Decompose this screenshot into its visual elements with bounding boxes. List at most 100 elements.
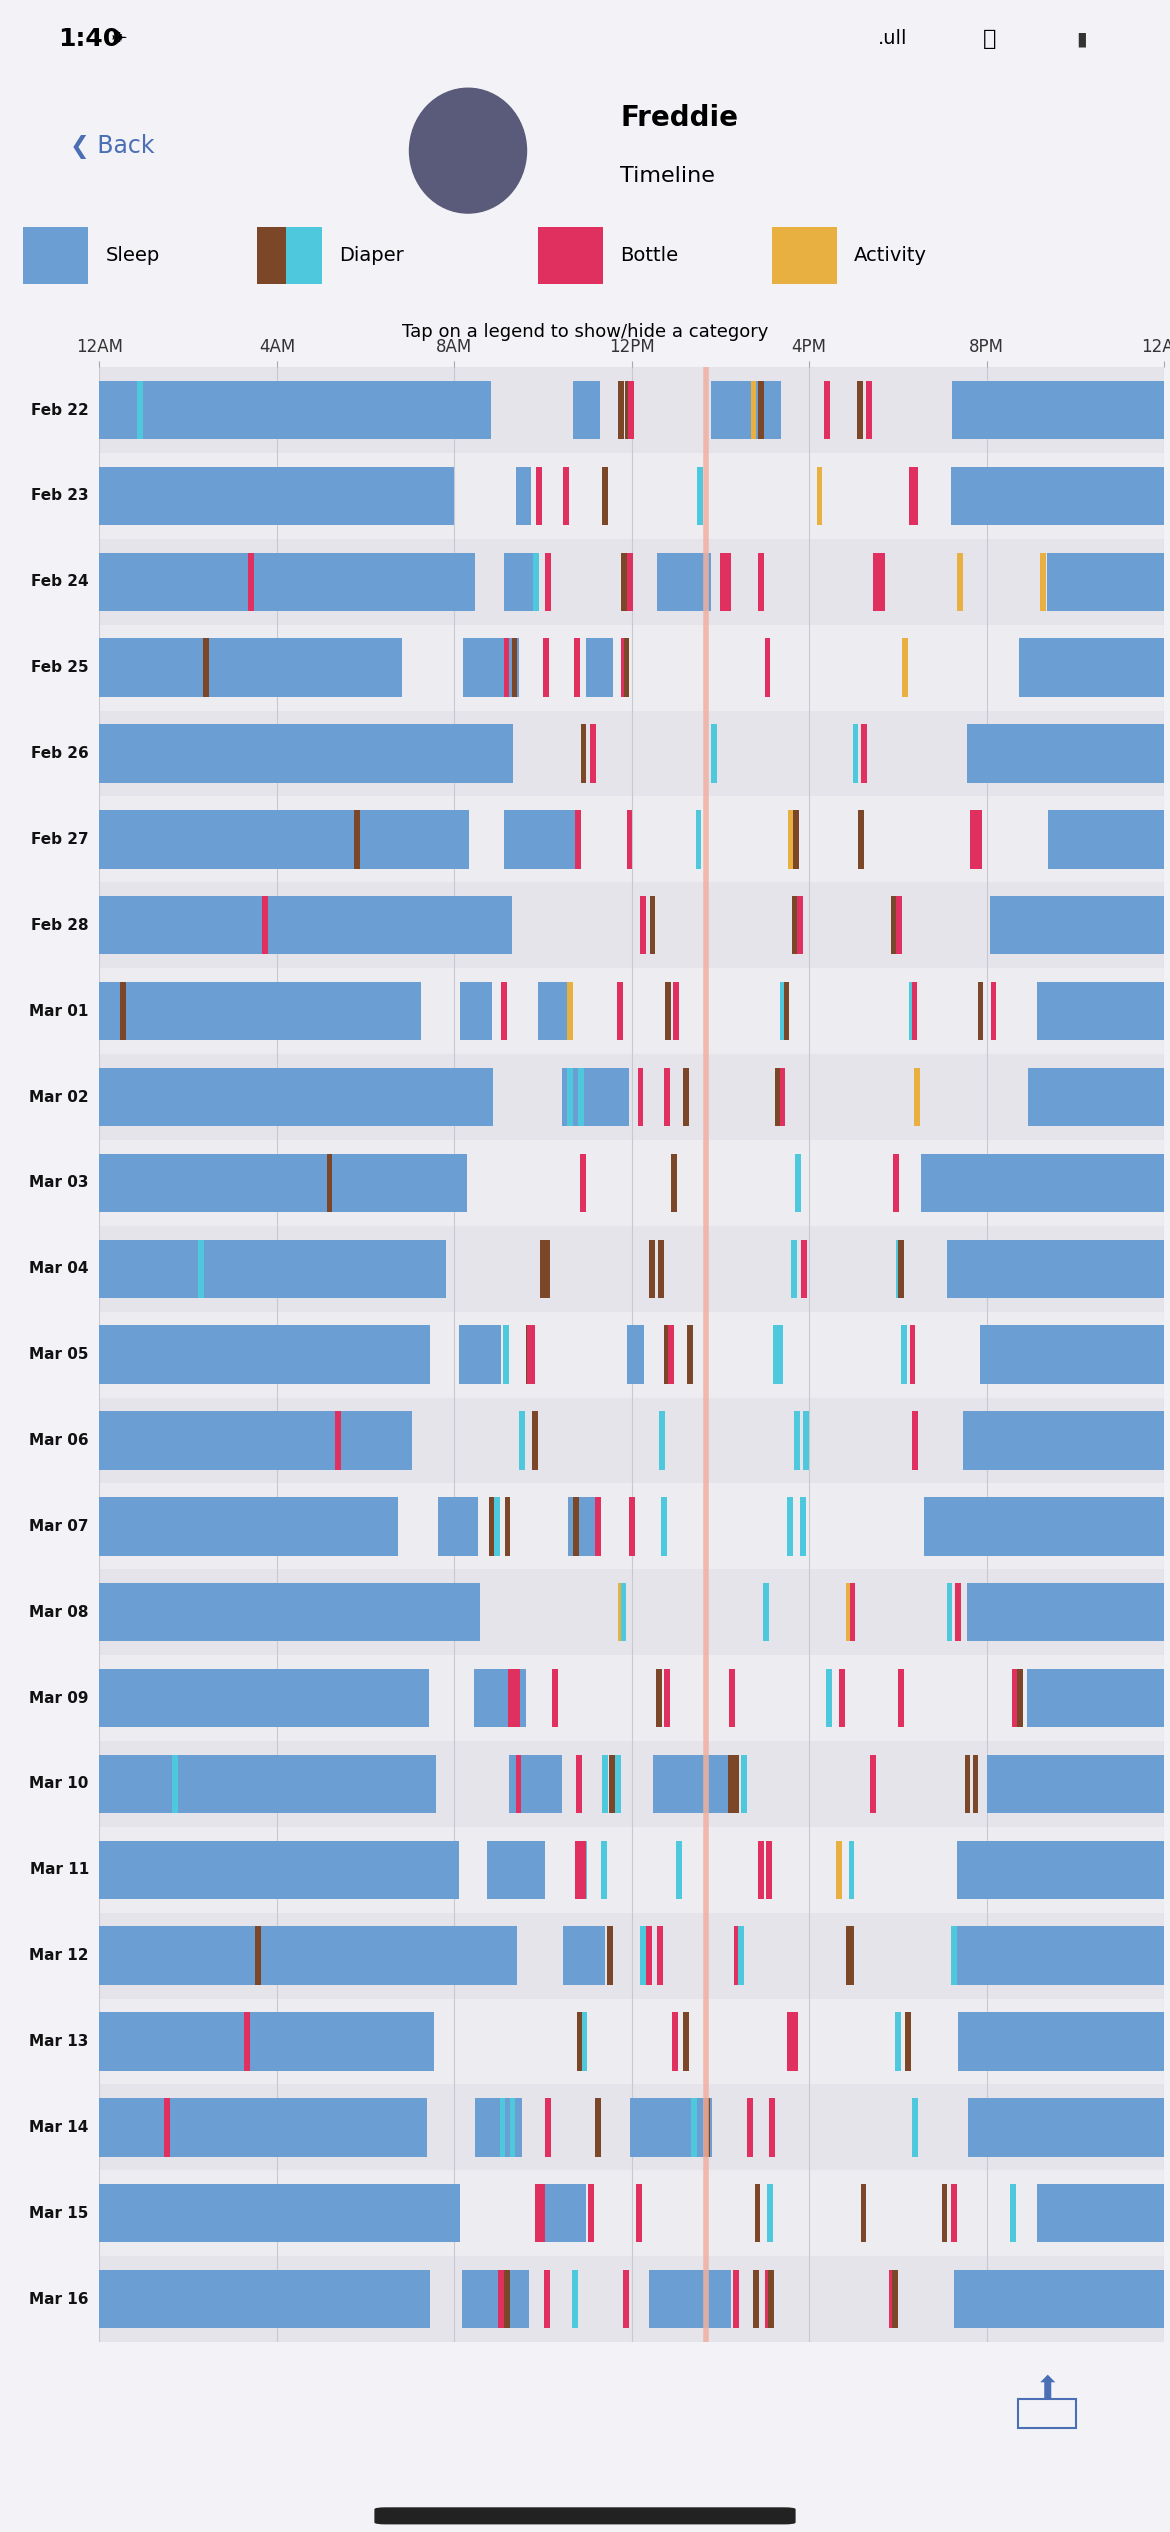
Bar [954, 2271, 1164, 2329]
Bar [672, 1155, 677, 1213]
Bar [909, 466, 915, 524]
Bar [758, 1841, 764, 1899]
Bar [596, 2099, 601, 2157]
Bar [711, 724, 717, 782]
Bar [99, 1155, 467, 1213]
Bar [99, 1312, 1164, 1398]
Bar [763, 1582, 769, 1641]
Bar [1028, 1069, 1164, 1127]
Bar [787, 2013, 793, 2071]
Bar [779, 1069, 785, 1127]
Text: Bottle: Bottle [620, 246, 679, 266]
Bar [576, 1755, 581, 1813]
Bar [610, 1755, 614, 1813]
Bar [924, 1496, 1164, 1555]
Bar [1048, 810, 1164, 868]
Bar [335, 1410, 340, 1469]
Bar [99, 2185, 460, 2243]
Bar [861, 2185, 867, 2243]
Bar [861, 724, 867, 782]
Bar [734, 2271, 739, 2329]
Bar [893, 1155, 899, 1213]
Bar [793, 1410, 799, 1469]
Bar [99, 1139, 1164, 1225]
Bar [463, 638, 519, 696]
Bar [732, 1755, 738, 1813]
Bar [921, 1155, 1164, 1213]
Bar [787, 810, 793, 868]
Text: ❮ Back: ❮ Back [70, 134, 154, 160]
Bar [99, 1570, 1164, 1656]
Bar [951, 2185, 957, 2243]
Bar [963, 1410, 1164, 1469]
Bar [990, 896, 1164, 955]
Bar [503, 638, 509, 696]
Bar [487, 1841, 544, 1899]
Bar [752, 2271, 758, 2329]
Bar [800, 1496, 806, 1555]
Text: Mar 08: Mar 08 [29, 1605, 89, 1620]
Bar [99, 1912, 1164, 1998]
Bar [638, 1069, 644, 1127]
Bar [1012, 1669, 1018, 1727]
Bar [99, 552, 475, 610]
Bar [725, 552, 730, 610]
Bar [618, 1582, 624, 1641]
Bar [589, 2185, 594, 2243]
Bar [617, 982, 622, 1041]
Bar [683, 1069, 688, 1127]
Bar [817, 466, 823, 524]
Bar [965, 1755, 970, 1813]
Bar [538, 982, 571, 1041]
Bar [573, 380, 600, 438]
Text: Mar 11: Mar 11 [29, 1864, 89, 1876]
Bar [665, 1069, 669, 1127]
Bar [889, 2271, 895, 2329]
Bar [796, 1155, 801, 1213]
Text: Feb 24: Feb 24 [32, 575, 89, 590]
Bar [536, 2185, 541, 2243]
Bar [137, 380, 143, 438]
Bar [99, 453, 1164, 539]
Text: Feb 23: Feb 23 [32, 489, 89, 504]
Bar [695, 810, 701, 868]
Bar [826, 1669, 832, 1727]
Text: Mar 13: Mar 13 [29, 2033, 89, 2048]
Bar [514, 1669, 519, 1727]
Bar [914, 1069, 920, 1127]
Bar [532, 1410, 538, 1469]
Bar [661, 1496, 667, 1555]
Bar [991, 982, 997, 1041]
Bar [966, 724, 1164, 782]
Bar [544, 1241, 550, 1299]
Bar [773, 1324, 779, 1385]
Bar [636, 2185, 642, 2243]
Bar [99, 1069, 493, 1127]
Bar [792, 896, 798, 955]
Bar [99, 367, 1164, 453]
Bar [846, 1927, 852, 1985]
Bar [911, 1410, 917, 1469]
Bar [99, 1669, 428, 1727]
Bar [474, 1669, 526, 1727]
Bar [255, 1927, 261, 1985]
Bar [665, 1324, 670, 1385]
Bar [704, 2099, 710, 2157]
Bar [494, 1496, 500, 1555]
Text: Mar 05: Mar 05 [29, 1347, 89, 1362]
Bar [99, 967, 1164, 1053]
Text: ✈: ✈ [105, 30, 128, 48]
Bar [856, 380, 862, 438]
Bar [683, 2013, 689, 2071]
Bar [895, 2013, 901, 2071]
Bar [951, 1927, 957, 1985]
Bar [99, 1841, 459, 1899]
Bar [538, 2185, 586, 2243]
Bar [631, 2099, 713, 2157]
Bar [99, 798, 1164, 881]
Bar [99, 896, 511, 955]
Bar [911, 2099, 917, 2157]
Bar [552, 1669, 558, 1727]
Bar [649, 1241, 655, 1299]
Bar [99, 638, 402, 696]
